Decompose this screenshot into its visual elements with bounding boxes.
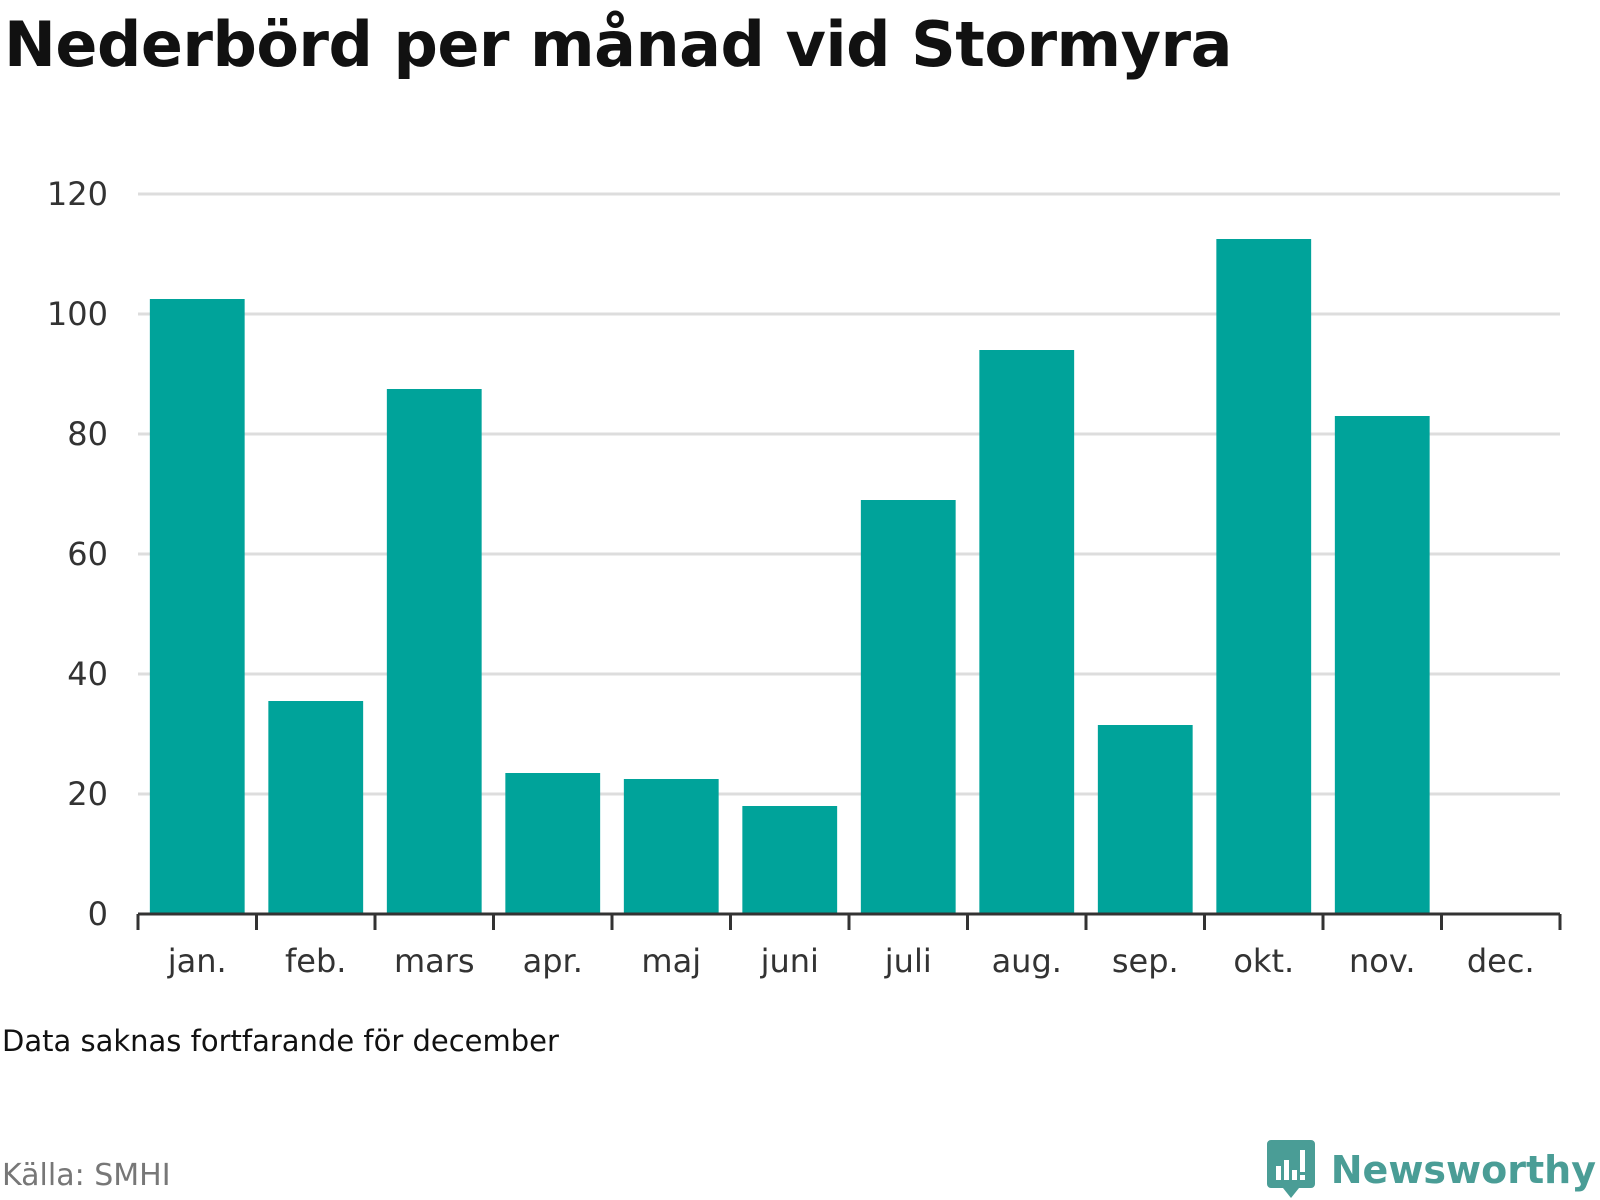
x-tick-label: nov. <box>1349 942 1415 980</box>
y-tick-label: 120 <box>47 175 108 213</box>
brand-logo: Newsworthy <box>1266 1140 1596 1200</box>
bar-feb <box>268 701 364 914</box>
y-tick-label: 60 <box>67 535 108 573</box>
bar-aug <box>979 350 1075 914</box>
bar-sep <box>1097 725 1193 914</box>
y-tick-label: 100 <box>47 295 108 333</box>
x-tick-label: sep. <box>1112 942 1179 980</box>
y-tick-label: 20 <box>67 775 108 813</box>
x-tick-label: jan. <box>167 942 227 980</box>
x-tick-label: okt. <box>1233 942 1294 980</box>
bar-apr <box>505 773 601 914</box>
bar-juli <box>860 500 956 914</box>
x-axis-ticks: jan. feb. mars apr. maj juni juli aug. sep. okt. n… <box>167 942 1535 980</box>
bar-jan <box>149 299 245 914</box>
gridlines <box>138 192 1560 796</box>
bar-mars <box>386 389 482 914</box>
x-tick-label: dec. <box>1467 942 1535 980</box>
bar-nov <box>1334 416 1430 914</box>
bar-okt <box>1216 239 1312 914</box>
y-tick-label: 0 <box>88 895 108 933</box>
x-tick-label: juli <box>884 942 932 980</box>
source-label: Källa: SMHI <box>2 1158 171 1193</box>
chart-title: Nederbörd per månad vid Stormyra <box>4 8 1232 81</box>
x-axis <box>136 912 1562 930</box>
x-tick-label: apr. <box>523 942 583 980</box>
x-tick-label: mars <box>394 942 475 980</box>
x-tick-label: aug. <box>992 942 1062 980</box>
chart-note: Data saknas fortfarande för december <box>2 1024 559 1058</box>
y-tick-label: 40 <box>67 655 108 693</box>
y-tick-label: 80 <box>67 415 108 453</box>
x-tick-label: juni <box>760 942 819 980</box>
bar-chart-speech-bubble-icon <box>1266 1140 1315 1198</box>
brand-name: Newsworthy <box>1330 1148 1596 1192</box>
bars <box>149 239 1430 914</box>
bar-maj <box>623 779 719 914</box>
y-axis-ticks: 0 20 40 60 80 100 120 <box>47 175 108 933</box>
bar-juni <box>742 806 838 914</box>
x-tick-label: feb. <box>285 942 346 980</box>
x-tick-label: maj <box>641 942 701 980</box>
